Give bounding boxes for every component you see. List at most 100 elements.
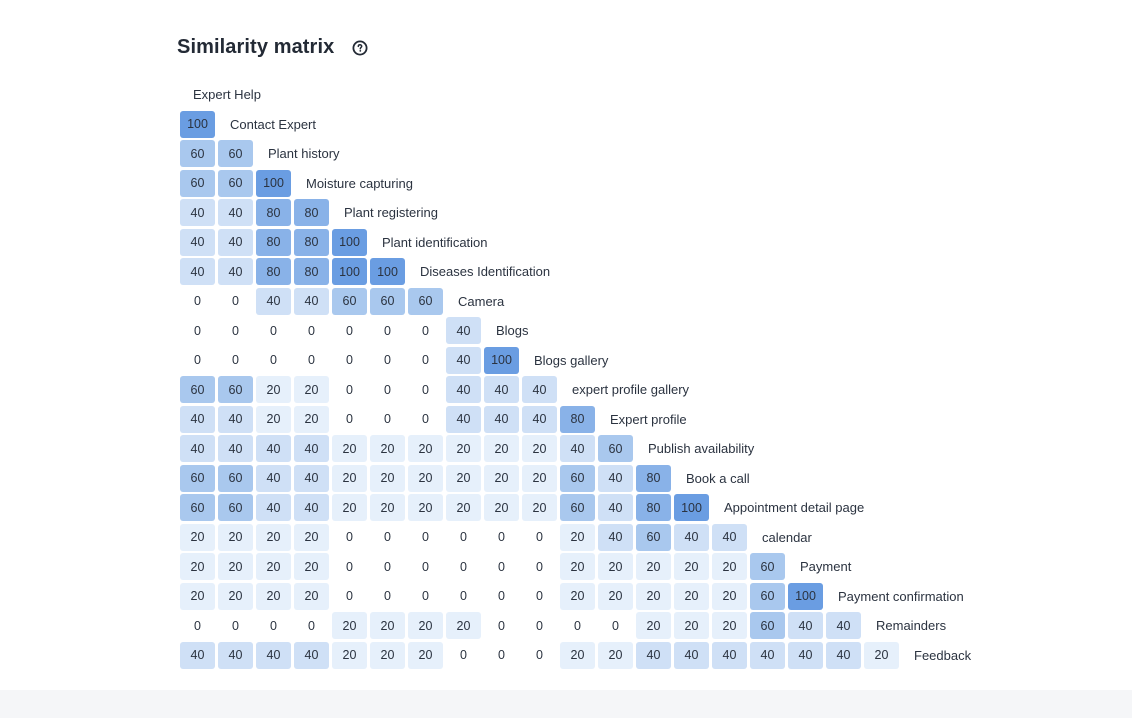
matrix-cell[interactable]: 20 <box>256 582 291 610</box>
matrix-cell[interactable]: 60 <box>180 376 215 403</box>
matrix-cell[interactable]: 0 <box>370 523 405 551</box>
matrix-cell[interactable]: 60 <box>180 464 215 492</box>
matrix-cell[interactable]: 20 <box>256 523 291 551</box>
matrix-cell[interactable]: 20 <box>560 553 595 580</box>
matrix-cell[interactable]: 0 <box>446 582 481 610</box>
matrix-cell[interactable]: 20 <box>180 582 215 610</box>
matrix-cell[interactable]: 20 <box>294 582 329 610</box>
matrix-cell[interactable]: 60 <box>332 287 367 315</box>
matrix-cell[interactable]: 20 <box>332 435 367 462</box>
matrix-cell[interactable]: 40 <box>294 641 329 669</box>
matrix-cell[interactable]: 0 <box>332 317 367 344</box>
matrix-cell[interactable]: 0 <box>522 641 557 669</box>
matrix-cell[interactable]: 0 <box>294 317 329 344</box>
matrix-cell[interactable]: 20 <box>218 553 253 580</box>
matrix-cell[interactable]: 20 <box>408 612 443 639</box>
matrix-cell[interactable]: 20 <box>256 376 291 403</box>
matrix-cell[interactable]: 40 <box>788 641 823 669</box>
matrix-cell[interactable]: 0 <box>370 582 405 610</box>
matrix-cell[interactable]: 80 <box>256 228 291 256</box>
matrix-cell[interactable]: 40 <box>484 405 519 433</box>
matrix-cell[interactable]: 20 <box>712 582 747 610</box>
matrix-cell[interactable]: 40 <box>218 435 253 462</box>
matrix-cell[interactable]: 20 <box>484 435 519 462</box>
matrix-cell[interactable]: 20 <box>408 641 443 669</box>
matrix-cell[interactable]: 60 <box>560 494 595 521</box>
matrix-cell[interactable]: 0 <box>370 553 405 580</box>
matrix-cell[interactable]: 40 <box>180 258 215 285</box>
matrix-cell[interactable]: 0 <box>370 346 405 374</box>
matrix-cell[interactable]: 20 <box>598 553 633 580</box>
matrix-cell[interactable]: 60 <box>218 376 253 403</box>
matrix-cell[interactable]: 0 <box>332 553 367 580</box>
matrix-cell[interactable]: 60 <box>218 140 253 167</box>
matrix-cell[interactable]: 0 <box>446 641 481 669</box>
matrix-cell[interactable]: 0 <box>218 317 253 344</box>
matrix-cell[interactable]: 0 <box>332 405 367 433</box>
matrix-cell[interactable]: 20 <box>522 494 557 521</box>
matrix-cell[interactable]: 20 <box>484 494 519 521</box>
matrix-cell[interactable]: 80 <box>256 199 291 226</box>
matrix-cell[interactable]: 40 <box>712 523 747 551</box>
matrix-cell[interactable]: 80 <box>294 228 329 256</box>
matrix-cell[interactable]: 20 <box>674 553 709 580</box>
matrix-cell[interactable]: 40 <box>750 641 785 669</box>
matrix-cell[interactable]: 0 <box>408 405 443 433</box>
matrix-cell[interactable]: 80 <box>256 258 291 285</box>
matrix-cell[interactable]: 60 <box>218 464 253 492</box>
matrix-cell[interactable]: 20 <box>256 553 291 580</box>
matrix-cell[interactable]: 20 <box>674 582 709 610</box>
matrix-cell[interactable]: 80 <box>636 494 671 521</box>
matrix-cell[interactable]: 20 <box>560 582 595 610</box>
matrix-cell[interactable]: 40 <box>446 405 481 433</box>
matrix-cell[interactable]: 20 <box>636 582 671 610</box>
matrix-cell[interactable]: 0 <box>560 612 595 639</box>
matrix-cell[interactable]: 40 <box>560 435 595 462</box>
matrix-cell[interactable]: 40 <box>294 435 329 462</box>
matrix-cell[interactable]: 0 <box>408 523 443 551</box>
matrix-cell[interactable]: 40 <box>522 376 557 403</box>
matrix-cell[interactable]: 0 <box>256 346 291 374</box>
matrix-cell[interactable]: 20 <box>446 494 481 521</box>
matrix-cell[interactable]: 20 <box>256 405 291 433</box>
matrix-cell[interactable]: 20 <box>180 523 215 551</box>
matrix-cell[interactable]: 80 <box>294 258 329 285</box>
matrix-cell[interactable]: 0 <box>332 582 367 610</box>
help-circle-icon[interactable] <box>352 40 368 56</box>
matrix-cell[interactable]: 20 <box>332 612 367 639</box>
matrix-cell[interactable]: 0 <box>180 287 215 315</box>
matrix-cell[interactable]: 0 <box>408 376 443 403</box>
matrix-cell[interactable]: 80 <box>560 405 595 433</box>
matrix-cell[interactable]: 40 <box>446 376 481 403</box>
matrix-cell[interactable]: 0 <box>522 612 557 639</box>
matrix-cell[interactable]: 20 <box>560 641 595 669</box>
matrix-cell[interactable]: 20 <box>294 523 329 551</box>
matrix-cell[interactable]: 20 <box>484 464 519 492</box>
matrix-cell[interactable]: 20 <box>522 464 557 492</box>
matrix-cell[interactable]: 0 <box>522 553 557 580</box>
matrix-cell[interactable]: 0 <box>446 553 481 580</box>
matrix-cell[interactable]: 40 <box>446 346 481 374</box>
matrix-cell[interactable]: 20 <box>332 464 367 492</box>
matrix-cell[interactable]: 60 <box>218 169 253 197</box>
matrix-cell[interactable]: 20 <box>218 523 253 551</box>
matrix-cell[interactable]: 40 <box>256 494 291 521</box>
matrix-cell[interactable]: 0 <box>256 612 291 639</box>
matrix-cell[interactable]: 20 <box>864 641 899 669</box>
matrix-cell[interactable]: 0 <box>332 523 367 551</box>
matrix-cell[interactable]: 100 <box>484 346 519 374</box>
matrix-cell[interactable]: 0 <box>256 317 291 344</box>
matrix-cell[interactable]: 40 <box>218 258 253 285</box>
matrix-cell[interactable]: 20 <box>712 553 747 580</box>
matrix-cell[interactable]: 0 <box>408 317 443 344</box>
matrix-cell[interactable]: 0 <box>522 582 557 610</box>
matrix-cell[interactable]: 20 <box>408 464 443 492</box>
matrix-cell[interactable]: 20 <box>370 464 405 492</box>
matrix-cell[interactable]: 60 <box>750 612 785 639</box>
matrix-cell[interactable]: 0 <box>218 346 253 374</box>
matrix-cell[interactable]: 20 <box>294 553 329 580</box>
matrix-cell[interactable]: 20 <box>408 494 443 521</box>
matrix-cell[interactable]: 20 <box>522 435 557 462</box>
matrix-cell[interactable]: 40 <box>218 641 253 669</box>
matrix-cell[interactable]: 0 <box>294 346 329 374</box>
